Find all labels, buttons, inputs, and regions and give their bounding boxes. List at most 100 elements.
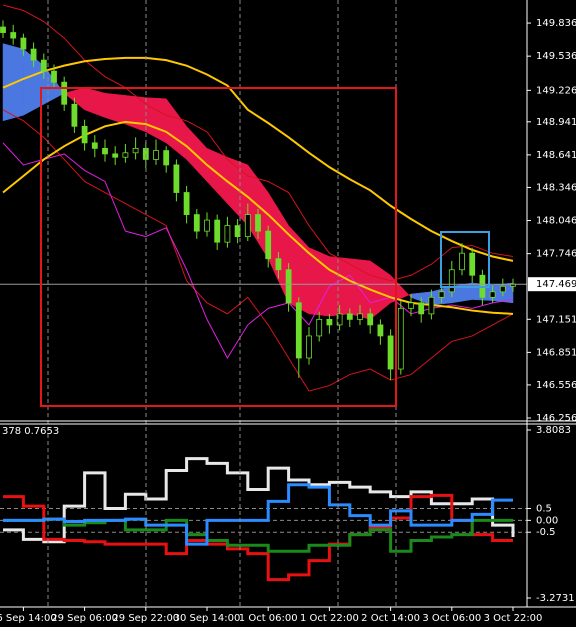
y-tick-label: -3.2731 bbox=[536, 593, 575, 604]
candle-body bbox=[469, 252, 476, 276]
candle-body bbox=[61, 81, 68, 105]
y-tick-label: 148.941 bbox=[536, 117, 576, 128]
indicator-line bbox=[2, 142, 514, 360]
x-tick-label: 1 Oct 22:00 bbox=[300, 613, 359, 624]
y-tick-label: 0.00 bbox=[536, 515, 558, 526]
candle-body bbox=[40, 59, 47, 72]
y-tick-label: 148.641 bbox=[536, 150, 576, 161]
candle-body bbox=[306, 335, 312, 359]
candle-body bbox=[224, 225, 231, 243]
candle-body bbox=[275, 258, 282, 271]
candle-body bbox=[316, 318, 323, 337]
y-tick-label: 148.346 bbox=[536, 182, 576, 193]
y-tick-label: 149.226 bbox=[536, 85, 576, 96]
oscillator-line bbox=[3, 457, 515, 544]
candle-body bbox=[234, 225, 241, 238]
candle-body bbox=[397, 307, 404, 370]
y-tick-label: 149.536 bbox=[536, 51, 576, 62]
candle-body bbox=[489, 291, 496, 298]
candle-body bbox=[163, 150, 170, 166]
candle-body bbox=[183, 192, 190, 215]
indicator-line bbox=[2, 4, 514, 282]
candle-body bbox=[153, 150, 159, 160]
candle-body bbox=[357, 313, 363, 320]
y-tick-label: -0.5 bbox=[536, 527, 556, 538]
candle-body bbox=[285, 269, 292, 304]
y-tick-label: 3.8083 bbox=[536, 425, 571, 436]
cloud-segment bbox=[165, 97, 187, 160]
cloud-segment bbox=[186, 125, 208, 183]
cloud-segment bbox=[145, 97, 167, 144]
candle-body bbox=[418, 302, 425, 315]
candle-body bbox=[438, 291, 445, 298]
candle-body bbox=[20, 37, 27, 50]
candle-body bbox=[10, 32, 17, 39]
candle-body bbox=[387, 335, 394, 370]
candle-body bbox=[326, 318, 333, 326]
candle-body bbox=[112, 153, 119, 158]
candle-body bbox=[408, 302, 414, 309]
candle-body bbox=[0, 26, 6, 33]
oscillator-panel bbox=[0, 457, 527, 582]
rectangle-object bbox=[40, 87, 397, 407]
y-tick-label: 0.5 bbox=[536, 503, 552, 514]
indicator-line bbox=[2, 120, 514, 315]
rectangle-object bbox=[440, 231, 490, 288]
x-tick-label: 29 Sep 06:00 bbox=[51, 613, 118, 624]
cloud-segment bbox=[104, 92, 126, 125]
oscillator-line bbox=[3, 517, 513, 553]
candle-body bbox=[295, 302, 302, 359]
candle-body bbox=[173, 164, 180, 193]
cloud-segment bbox=[125, 95, 147, 133]
candle-body bbox=[459, 252, 465, 271]
y-tick-label: 149.836 bbox=[536, 18, 576, 29]
candle-body bbox=[91, 142, 98, 149]
candle-body bbox=[367, 313, 374, 326]
candle-body bbox=[30, 48, 37, 61]
last-price-label: 147.469 bbox=[536, 279, 576, 290]
y-tick-label: 147.151 bbox=[536, 314, 576, 325]
indicator-line bbox=[2, 109, 514, 392]
candle-body bbox=[122, 152, 129, 158]
x-tick-label: 29 Sep 22:00 bbox=[112, 613, 179, 624]
y-tick-label: 146.256 bbox=[536, 413, 576, 424]
candle-body bbox=[102, 147, 108, 155]
x-tick-label: 1 Oct 06:00 bbox=[239, 613, 298, 624]
y-tick-label: 146.851 bbox=[536, 347, 576, 358]
candle-body bbox=[448, 269, 455, 293]
y-tick-label: 146.556 bbox=[536, 380, 576, 391]
candle-body bbox=[499, 285, 506, 293]
y-tick-label: 148.046 bbox=[536, 216, 576, 227]
candle-body bbox=[204, 219, 210, 232]
x-tick-label: 2 Oct 14:00 bbox=[361, 613, 420, 624]
price-panel bbox=[0, 4, 527, 392]
candle-body bbox=[132, 147, 139, 154]
x-tick-label: 3 Oct 22:00 bbox=[484, 613, 543, 624]
candle-body bbox=[265, 230, 272, 260]
candle-body bbox=[428, 296, 435, 315]
cloud-segment bbox=[451, 282, 473, 304]
candle-body bbox=[377, 324, 384, 337]
candle-body bbox=[193, 214, 200, 232]
cloud-segment bbox=[2, 43, 24, 122]
indicator-line bbox=[2, 56, 514, 262]
candle-body bbox=[336, 313, 343, 326]
candle-body bbox=[81, 125, 88, 144]
candle-body bbox=[244, 214, 251, 238]
oscillator-line bbox=[3, 493, 513, 582]
indicator-label: 378 0.7653 bbox=[2, 426, 59, 437]
x-tick-label: 30 Sep 14:00 bbox=[174, 613, 241, 624]
candle-body bbox=[346, 313, 353, 320]
candle-body bbox=[71, 103, 78, 127]
candle-body bbox=[51, 70, 57, 83]
cloud-segment bbox=[267, 191, 289, 303]
last-price-box bbox=[528, 277, 576, 292]
y-tick-label: 147.746 bbox=[536, 249, 576, 260]
candle-body bbox=[255, 214, 261, 232]
oscillator-line bbox=[3, 483, 513, 546]
x-tick-label: 26 Sep 14:00 bbox=[0, 613, 57, 624]
cloud-segment bbox=[206, 148, 228, 205]
candle-body bbox=[214, 219, 221, 243]
